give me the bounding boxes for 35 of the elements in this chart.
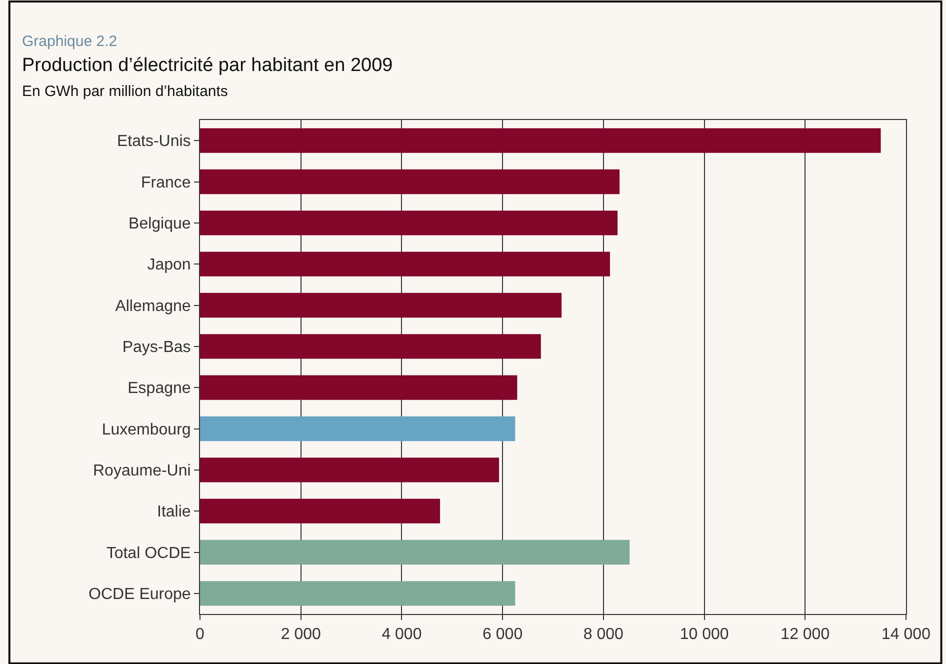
y-tick-label: Pays-Bas [122, 339, 191, 356]
y-tick-label: Japon [147, 256, 191, 274]
x-tick-label: 10 000 [680, 626, 729, 644]
bar [200, 498, 440, 524]
y-tick-label: Belgique [128, 216, 191, 233]
x-tick-label: 12 000 [780, 626, 830, 644]
bar [200, 375, 518, 400]
y-tick-label: Espagne [128, 380, 191, 398]
y-tick-label: Luxembourg [102, 421, 191, 438]
x-tick-label: 14 000 [882, 626, 931, 644]
y-tick-label: Etats-Unis [117, 133, 191, 150]
bar [200, 128, 881, 153]
x-tick-label: 0 [196, 626, 205, 644]
y-tick-label: Italie [157, 504, 191, 521]
text: Graphique 2.2 [22, 33, 118, 50]
y-tick-label: Royaume-Uni [92, 462, 191, 480]
bar [200, 416, 516, 442]
x-tick-label: 6 000 [482, 626, 523, 644]
x-tick-label: 2 000 [280, 626, 321, 644]
bar [200, 292, 562, 318]
bar [200, 458, 500, 482]
x-tick-label: 8 000 [583, 626, 624, 644]
chart-subtitle: En GWh par million d’habitants [22, 83, 228, 100]
bar [200, 210, 618, 236]
bar [200, 169, 620, 194]
bar [200, 252, 610, 276]
bar [200, 581, 516, 606]
x-tick-label: 4 000 [382, 626, 422, 644]
bar [200, 334, 541, 359]
y-tick-label: France [141, 174, 191, 192]
y-tick-label: Allemagne [115, 298, 191, 315]
y-tick-label: Total OCDE [106, 544, 191, 562]
y-tick-label: OCDE Europe [88, 586, 191, 604]
chart-title: Production d’électricité par habitant en 2009 [22, 55, 393, 76]
bar [200, 540, 630, 565]
